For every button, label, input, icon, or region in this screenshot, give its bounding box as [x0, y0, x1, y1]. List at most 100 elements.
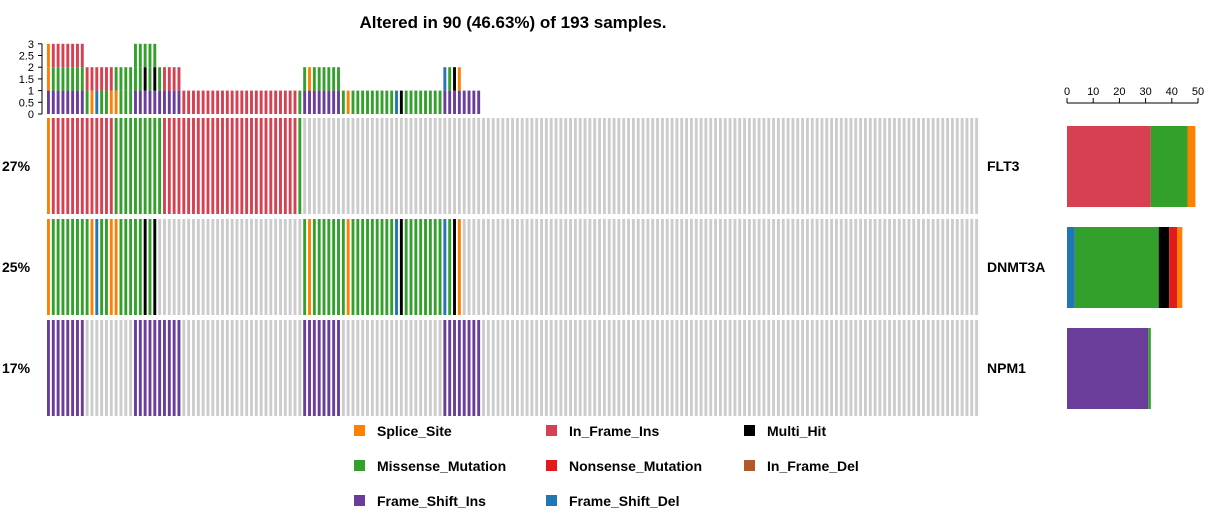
percent-label-npm1: 17%: [2, 360, 31, 376]
cell-flt3: [738, 118, 742, 214]
legend-label-frame_shift_del: Frame_Shift_Del: [569, 493, 679, 509]
cell-flt3: [511, 118, 514, 214]
top-bar-segment: [196, 90, 200, 114]
cell-flt3: [975, 118, 979, 214]
cell-dnmt3a: [51, 219, 55, 315]
top-bar-segment: [100, 67, 104, 91]
cell-npm1: [540, 320, 543, 416]
cell-flt3: [689, 118, 693, 214]
top-bar-segment: [61, 43, 65, 68]
top-bar-segment: [51, 90, 55, 114]
cell-npm1: [414, 320, 418, 416]
cell-flt3: [105, 118, 108, 214]
cell-npm1: [970, 320, 974, 416]
top-bar-segment: [269, 90, 273, 114]
cell-npm1: [805, 320, 809, 416]
cell-dnmt3a: [955, 219, 959, 315]
cell-flt3: [950, 118, 954, 214]
top-bar-segment: [356, 90, 360, 114]
cell-dnmt3a: [467, 219, 471, 315]
cell-npm1: [859, 320, 863, 416]
top-bar-segment: [61, 67, 65, 91]
cell-flt3: [801, 118, 805, 214]
cell-flt3: [907, 118, 911, 214]
cell-dnmt3a: [665, 219, 669, 315]
cell-dnmt3a: [844, 219, 848, 315]
cell-npm1: [544, 320, 548, 416]
top-bar-segment: [143, 90, 147, 114]
cell-flt3: [361, 118, 365, 214]
top-bar-segment: [167, 90, 171, 114]
cell-npm1: [264, 320, 268, 416]
cell-npm1: [443, 320, 447, 416]
cell-flt3: [520, 118, 524, 214]
top-bar-segment: [47, 90, 50, 114]
cell-dnmt3a: [76, 219, 79, 315]
cell-dnmt3a: [477, 219, 481, 315]
top-bar-segment: [163, 67, 166, 91]
cell-npm1: [462, 320, 466, 416]
cell-flt3: [709, 118, 713, 214]
cell-dnmt3a: [409, 219, 413, 315]
cell-npm1: [477, 320, 481, 416]
cell-dnmt3a: [337, 219, 340, 315]
cell-dnmt3a: [66, 219, 70, 315]
cell-flt3: [873, 118, 877, 214]
top-bar-segment: [467, 90, 471, 114]
cell-flt3: [100, 118, 104, 214]
cell-flt3: [254, 118, 258, 214]
top-axis-tick-label: 1.5: [19, 74, 34, 86]
cell-npm1: [955, 320, 959, 416]
cell-flt3: [859, 118, 863, 214]
cell-npm1: [762, 320, 766, 416]
cell-dnmt3a: [912, 219, 916, 315]
top-bar-segment: [250, 90, 253, 114]
cell-flt3: [955, 118, 959, 214]
cell-flt3: [540, 118, 543, 214]
top-bar-segment: [47, 43, 50, 68]
cell-flt3: [211, 118, 215, 214]
cell-dnmt3a: [554, 219, 558, 315]
cell-npm1: [279, 320, 282, 416]
cell-flt3: [356, 118, 360, 214]
cell-flt3: [578, 118, 582, 214]
cell-dnmt3a: [109, 219, 113, 315]
cell-flt3: [917, 118, 921, 214]
cell-flt3: [119, 118, 123, 214]
top-bar-segment: [138, 67, 142, 91]
top-bar-segment: [317, 90, 321, 114]
cell-dnmt3a: [878, 219, 882, 315]
cell-npm1: [743, 320, 747, 416]
cell-flt3: [56, 118, 60, 214]
cell-npm1: [820, 320, 824, 416]
cell-flt3: [124, 118, 128, 214]
cell-flt3: [375, 118, 379, 214]
cell-dnmt3a: [810, 219, 814, 315]
top-bars: [47, 43, 481, 114]
cell-npm1: [936, 320, 940, 416]
cell-npm1: [709, 320, 713, 416]
top-bar-segment: [254, 90, 258, 114]
cell-dnmt3a: [158, 219, 162, 315]
cell-dnmt3a: [733, 219, 737, 315]
cell-npm1: [752, 320, 756, 416]
cell-dnmt3a: [791, 219, 795, 315]
top-bar-segment: [457, 90, 461, 114]
top-bar-segment: [438, 90, 442, 114]
cell-dnmt3a: [129, 219, 133, 315]
cell-npm1: [409, 320, 413, 416]
legend-swatch-frame_shift_ins: [354, 495, 365, 506]
cell-dnmt3a: [622, 219, 626, 315]
top-bar-segment: [428, 90, 432, 114]
top-bar-segment: [225, 90, 229, 114]
cell-dnmt3a: [235, 219, 239, 315]
cell-npm1: [269, 320, 273, 416]
cell-flt3: [728, 118, 732, 214]
top-bar-segment: [293, 90, 297, 114]
legend-swatch-splice_site: [354, 425, 365, 436]
cell-flt3: [351, 118, 355, 214]
cell-npm1: [926, 320, 930, 416]
top-bar-segment: [95, 67, 99, 91]
cell-flt3: [71, 118, 75, 214]
top-bar-segment: [143, 67, 147, 91]
